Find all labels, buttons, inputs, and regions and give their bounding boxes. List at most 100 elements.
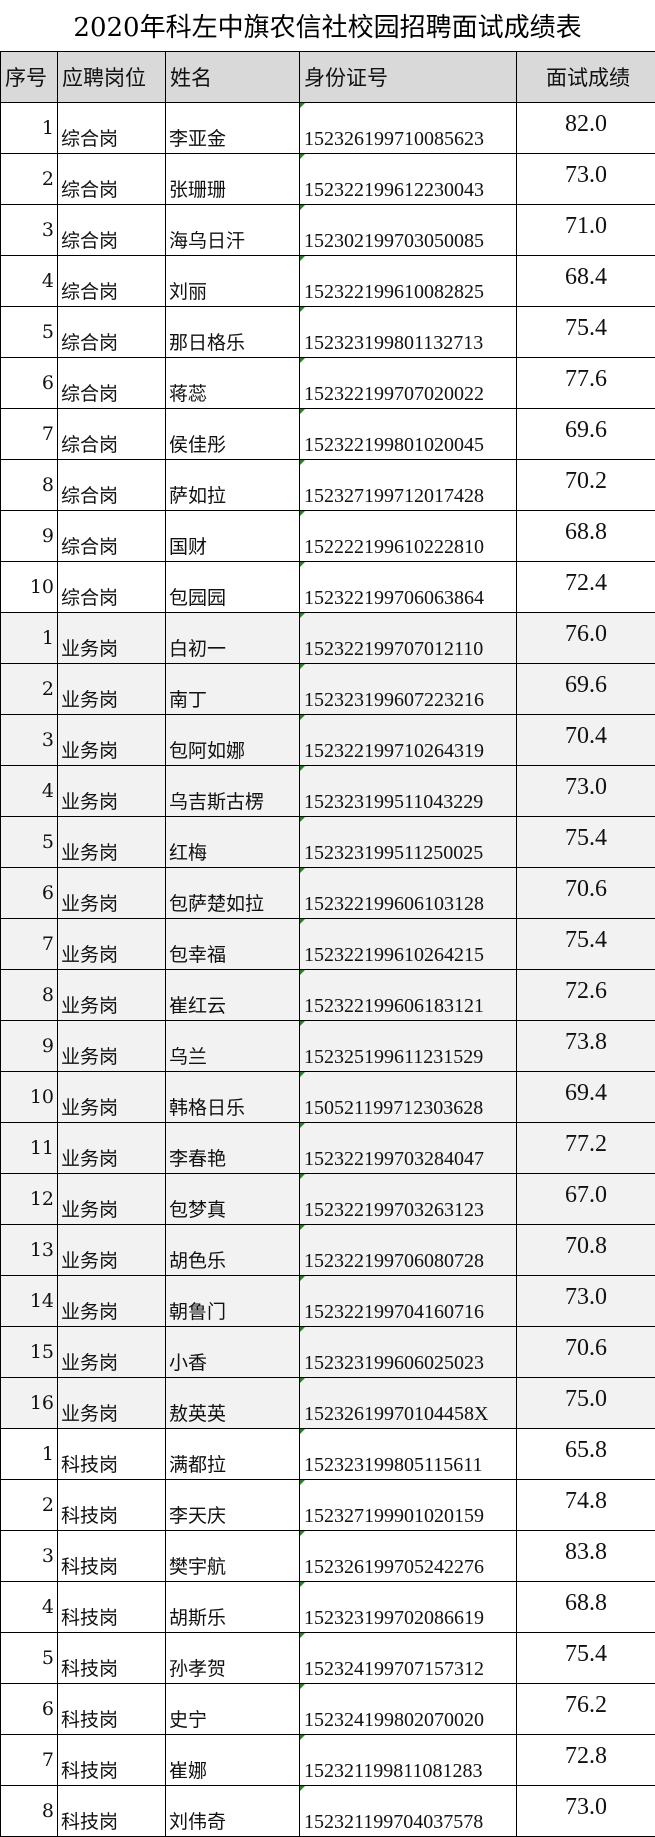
no-cell[interactable]: 4 bbox=[0, 255, 58, 307]
no-cell[interactable]: 5 bbox=[0, 816, 58, 868]
name-cell[interactable]: 胡色乐 bbox=[165, 1224, 300, 1276]
name-cell[interactable]: 李亚金 bbox=[165, 102, 300, 154]
score-cell[interactable]: 72.4 bbox=[516, 561, 655, 613]
score-cell[interactable]: 77.6 bbox=[516, 357, 655, 409]
position-cell[interactable]: 综合岗 bbox=[57, 408, 166, 460]
id-cell[interactable]: 152323199607223216 bbox=[299, 663, 517, 715]
name-cell[interactable]: 包阿如娜 bbox=[165, 714, 300, 766]
no-cell[interactable]: 9 bbox=[0, 510, 58, 562]
score-cell[interactable]: 75.4 bbox=[516, 918, 655, 970]
no-cell[interactable]: 16 bbox=[0, 1377, 58, 1429]
id-cell[interactable]: 150521199712303628 bbox=[299, 1071, 517, 1123]
no-cell[interactable]: 7 bbox=[0, 1734, 58, 1786]
position-cell[interactable]: 业务岗 bbox=[57, 1020, 166, 1072]
id-cell[interactable]: 152323199805115611 bbox=[299, 1428, 517, 1480]
name-cell[interactable]: 侯佳彤 bbox=[165, 408, 300, 460]
position-cell[interactable]: 科技岗 bbox=[57, 1428, 166, 1480]
name-cell[interactable]: 包萨楚如拉 bbox=[165, 867, 300, 919]
score-cell[interactable]: 75.4 bbox=[516, 1632, 655, 1684]
no-cell[interactable]: 13 bbox=[0, 1224, 58, 1276]
name-cell[interactable]: 萨如拉 bbox=[165, 459, 300, 511]
name-cell[interactable]: 满都拉 bbox=[165, 1428, 300, 1480]
score-cell[interactable]: 76.0 bbox=[516, 612, 655, 664]
name-cell[interactable]: 张珊珊 bbox=[165, 153, 300, 205]
score-cell[interactable]: 73.0 bbox=[516, 153, 655, 205]
no-cell[interactable]: 8 bbox=[0, 1785, 58, 1837]
id-cell[interactable]: 152222199610222810 bbox=[299, 510, 517, 562]
header-no[interactable]: 序号 bbox=[0, 51, 58, 103]
name-cell[interactable]: 那日格乐 bbox=[165, 306, 300, 358]
no-cell[interactable]: 1 bbox=[0, 102, 58, 154]
id-cell[interactable]: 152322199707012110 bbox=[299, 612, 517, 664]
position-cell[interactable]: 业务岗 bbox=[57, 816, 166, 868]
id-cell[interactable]: 152323199511043229 bbox=[299, 765, 517, 817]
id-cell[interactable]: 152323199702086619 bbox=[299, 1581, 517, 1633]
id-cell[interactable]: 152327199712017428 bbox=[299, 459, 517, 511]
id-cell[interactable]: 152323199801132713 bbox=[299, 306, 517, 358]
name-cell[interactable]: 包园园 bbox=[165, 561, 300, 613]
position-cell[interactable]: 科技岗 bbox=[57, 1530, 166, 1582]
score-cell[interactable]: 68.8 bbox=[516, 1581, 655, 1633]
position-cell[interactable]: 综合岗 bbox=[57, 306, 166, 358]
no-cell[interactable]: 2 bbox=[0, 153, 58, 205]
name-cell[interactable]: 包幸福 bbox=[165, 918, 300, 970]
no-cell[interactable]: 11 bbox=[0, 1122, 58, 1174]
name-cell[interactable]: 蒋蕊 bbox=[165, 357, 300, 409]
name-cell[interactable]: 敖英英 bbox=[165, 1377, 300, 1429]
name-cell[interactable]: 孙孝贺 bbox=[165, 1632, 300, 1684]
score-cell[interactable]: 73.0 bbox=[516, 1785, 655, 1837]
score-cell[interactable]: 82.0 bbox=[516, 102, 655, 154]
position-cell[interactable]: 业务岗 bbox=[57, 1326, 166, 1378]
no-cell[interactable]: 3 bbox=[0, 204, 58, 256]
position-cell[interactable]: 业务岗 bbox=[57, 1377, 166, 1429]
no-cell[interactable]: 8 bbox=[0, 459, 58, 511]
score-cell[interactable]: 68.8 bbox=[516, 510, 655, 562]
name-cell[interactable]: 樊宇航 bbox=[165, 1530, 300, 1582]
name-cell[interactable]: 南丁 bbox=[165, 663, 300, 715]
no-cell[interactable]: 15 bbox=[0, 1326, 58, 1378]
position-cell[interactable]: 业务岗 bbox=[57, 1275, 166, 1327]
id-cell[interactable]: 152326199710085623 bbox=[299, 102, 517, 154]
id-cell[interactable]: 152327199901020159 bbox=[299, 1479, 517, 1531]
id-cell[interactable]: 152322199610082825 bbox=[299, 255, 517, 307]
name-cell[interactable]: 包梦真 bbox=[165, 1173, 300, 1225]
header-id[interactable]: 身份证号 bbox=[299, 51, 517, 103]
position-cell[interactable]: 科技岗 bbox=[57, 1683, 166, 1735]
id-cell[interactable]: 152324199802070020 bbox=[299, 1683, 517, 1735]
score-cell[interactable]: 77.2 bbox=[516, 1122, 655, 1174]
name-cell[interactable]: 崔娜 bbox=[165, 1734, 300, 1786]
id-cell[interactable]: 152322199704160716 bbox=[299, 1275, 517, 1327]
id-cell[interactable]: 152322199710264319 bbox=[299, 714, 517, 766]
score-cell[interactable]: 67.0 bbox=[516, 1173, 655, 1225]
position-cell[interactable]: 业务岗 bbox=[57, 663, 166, 715]
id-cell[interactable]: 152322199610264215 bbox=[299, 918, 517, 970]
position-cell[interactable]: 综合岗 bbox=[57, 255, 166, 307]
score-cell[interactable]: 70.6 bbox=[516, 1326, 655, 1378]
name-cell[interactable]: 红梅 bbox=[165, 816, 300, 868]
id-cell[interactable]: 15232619970104458X bbox=[299, 1377, 517, 1429]
no-cell[interactable]: 6 bbox=[0, 867, 58, 919]
position-cell[interactable]: 业务岗 bbox=[57, 765, 166, 817]
position-cell[interactable]: 业务岗 bbox=[57, 969, 166, 1021]
name-cell[interactable]: 乌兰 bbox=[165, 1020, 300, 1072]
name-cell[interactable]: 小香 bbox=[165, 1326, 300, 1378]
name-cell[interactable]: 李天庆 bbox=[165, 1479, 300, 1531]
no-cell[interactable]: 5 bbox=[0, 306, 58, 358]
position-cell[interactable]: 业务岗 bbox=[57, 1224, 166, 1276]
position-cell[interactable]: 业务岗 bbox=[57, 867, 166, 919]
position-cell[interactable]: 综合岗 bbox=[57, 204, 166, 256]
no-cell[interactable]: 1 bbox=[0, 1428, 58, 1480]
score-cell[interactable]: 76.2 bbox=[516, 1683, 655, 1735]
position-cell[interactable]: 业务岗 bbox=[57, 918, 166, 970]
no-cell[interactable]: 10 bbox=[0, 1071, 58, 1123]
name-cell[interactable]: 韩格日乐 bbox=[165, 1071, 300, 1123]
score-cell[interactable]: 70.2 bbox=[516, 459, 655, 511]
score-cell[interactable]: 83.8 bbox=[516, 1530, 655, 1582]
no-cell[interactable]: 4 bbox=[0, 1581, 58, 1633]
name-cell[interactable]: 胡斯乐 bbox=[165, 1581, 300, 1633]
score-cell[interactable]: 72.8 bbox=[516, 1734, 655, 1786]
no-cell[interactable]: 3 bbox=[0, 714, 58, 766]
no-cell[interactable]: 7 bbox=[0, 408, 58, 460]
id-cell[interactable]: 152322199706063864 bbox=[299, 561, 517, 613]
position-cell[interactable]: 科技岗 bbox=[57, 1632, 166, 1684]
